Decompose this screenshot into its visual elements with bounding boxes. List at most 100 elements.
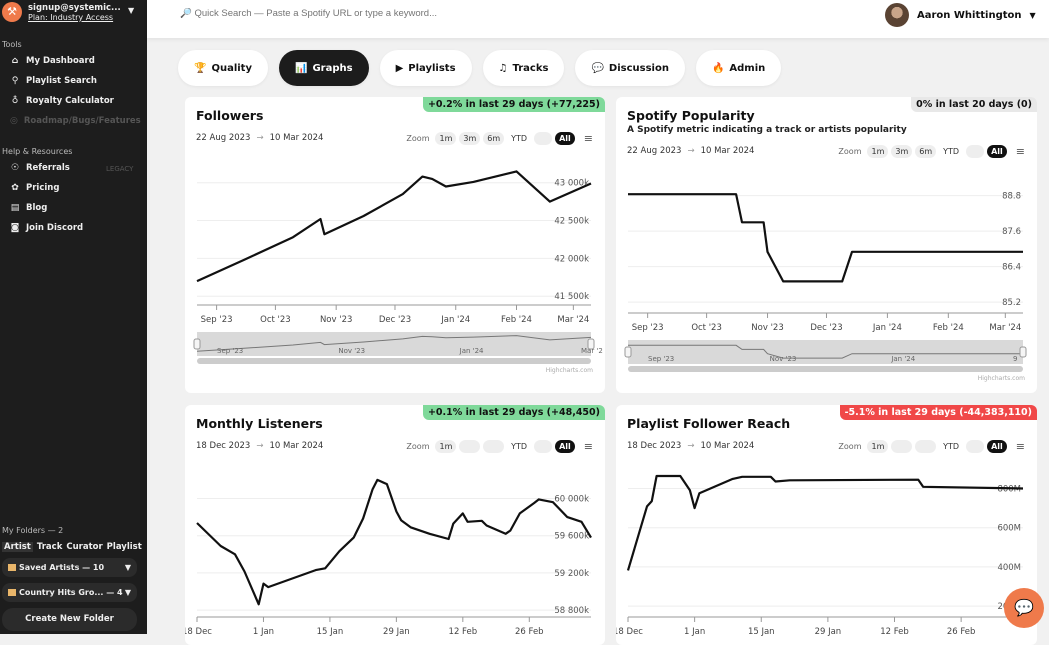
folder-country-hits[interactable]: Country Hits Gro... — 4 ▼	[2, 583, 137, 602]
zoom-ytd-button[interactable]: YTD	[511, 134, 528, 143]
zoom-1m-button[interactable]: 1m	[435, 440, 457, 453]
zoom-ytd-button[interactable]: YTD	[943, 442, 960, 451]
zoom-1m-button[interactable]: 1m	[867, 145, 889, 158]
zoom-all-button[interactable]: All	[555, 440, 575, 453]
chart-menu-icon[interactable]: ≡	[583, 440, 593, 453]
zoom-label: Zoom	[838, 147, 862, 156]
caret-down-icon[interactable]: ▼	[124, 563, 131, 572]
arrow-right-icon: →	[687, 146, 695, 156]
scrollbar[interactable]	[197, 358, 591, 364]
y-tick-label: 85.2	[1002, 298, 1021, 308]
zoom-3m-button[interactable]: 3m	[891, 145, 913, 158]
create-folder-button[interactable]: Create New Folder	[2, 608, 137, 631]
chart-menu-icon[interactable]: ≡	[1015, 440, 1025, 453]
sidebar-item-referrals[interactable]: ☉ Referrals	[10, 163, 140, 173]
navigator-handle[interactable]	[587, 338, 595, 350]
tab-admin[interactable]: 🔥 Admin	[695, 50, 782, 86]
series-line	[626, 474, 1024, 571]
x-tick-label: 29 Jan	[383, 627, 410, 637]
graphs-icon: 📊	[294, 62, 308, 74]
caret-down-icon[interactable]: ▼	[128, 6, 135, 15]
date-range: 18 Dec 2023 → 10 Mar 2024	[627, 441, 754, 451]
user-menu[interactable]: Aaron Whittington ▼	[885, 3, 1036, 27]
caret-down-icon[interactable]: ▼	[124, 588, 131, 597]
chat-button[interactable]: 💬	[1004, 588, 1044, 628]
y-tick-label: 42 500k	[554, 217, 589, 227]
highcharts-credit[interactable]: Highcharts.com	[977, 375, 1025, 382]
zoom-1m-button[interactable]: 1m	[435, 132, 457, 145]
x-tick-label: Nov '23	[751, 323, 783, 333]
tab-label: Playlists	[408, 62, 456, 74]
navigator[interactable]	[197, 332, 591, 356]
range-start: 22 Aug 2023	[196, 133, 251, 143]
sidebar-item-royalty-calculator[interactable]: ♁ Royalty Calculator	[10, 96, 140, 106]
zoom-ytd-button[interactable]: YTD	[943, 147, 960, 156]
x-tick-label: Oct '23	[691, 323, 722, 333]
chart-menu-icon[interactable]: ≡	[1015, 145, 1025, 158]
zoom-label: Zoom	[406, 134, 430, 143]
tab-label: Tracks	[512, 62, 549, 74]
y-tick-label: 86.4	[1002, 263, 1021, 273]
x-tick-label: Oct '23	[260, 315, 291, 325]
tab-discussion[interactable]: 💬 Discussion	[575, 50, 685, 86]
range-end: 10 Mar 2024	[269, 441, 324, 451]
zoom-6m-button[interactable]: 6m	[915, 145, 937, 158]
tab-quality[interactable]: 🏆 Quality	[178, 50, 268, 86]
tab-tracks[interactable]: ♫ Tracks	[482, 50, 565, 86]
x-tick-label: Jan '24	[440, 315, 470, 325]
arrow-right-icon: →	[256, 133, 264, 143]
chart-title: Spotify Popularity	[627, 108, 755, 123]
zoom-6m-button[interactable]: 6m	[483, 132, 505, 145]
zoom-ytd-button[interactable]: YTD	[511, 442, 528, 451]
navigator-handle[interactable]	[624, 346, 632, 358]
account-switcher[interactable]: ⚒ signup@systemic... Plan: Industry Acce…	[0, 0, 147, 36]
navigator-handle[interactable]	[1019, 346, 1027, 358]
sidebar-item-blog[interactable]: ▤ Blog	[10, 203, 140, 213]
series-line	[196, 170, 592, 283]
sidebar-item-roadmap-bugs-features[interactable]: ◎ Roadmap/Bugs/Features	[10, 116, 141, 126]
sidebar-item-pricing[interactable]: ✿ Pricing	[10, 183, 140, 193]
plan-link[interactable]: Plan: Industry Access	[28, 13, 114, 22]
money-bag-icon: ♁	[11, 96, 19, 106]
zoom-1m-button[interactable]: 1m	[867, 440, 889, 453]
folder-icon	[8, 564, 16, 571]
folder-tab-track[interactable]: Track	[36, 542, 63, 552]
highcharts-credit[interactable]: Highcharts.com	[545, 367, 593, 374]
tab-playlists[interactable]: ▶ Playlists	[379, 50, 472, 86]
zoom-controls: Zoom 1m 3m 6m YTD 1y All ≡	[406, 132, 593, 145]
sidebar-item-my-dashboard[interactable]: ⌂ My Dashboard	[10, 56, 140, 66]
chart-menu-icon[interactable]: ≡	[583, 132, 593, 145]
sidebar-item-playlist-search[interactable]: ⚲ Playlist Search	[10, 76, 140, 86]
sidebar: ⚒ signup@systemic... Plan: Industry Acce…	[0, 0, 147, 634]
y-tick-label: 41 500k	[554, 292, 589, 302]
folder-tab-curator[interactable]: Curator	[66, 542, 103, 552]
x-tick-label: 26 Feb	[515, 627, 544, 637]
navigator-handle[interactable]	[193, 338, 201, 350]
sidebar-item-join-discord[interactable]: ◙ Join Discord	[10, 223, 140, 233]
zoom-3m-button[interactable]: 3m	[459, 132, 481, 145]
tab-graphs[interactable]: 📊 Graphs	[278, 50, 369, 86]
zoom-all-button[interactable]: All	[987, 145, 1007, 158]
y-tick-label: 59 200k	[554, 569, 589, 579]
change-badge: +0.2% in last 29 days (+77,225)	[422, 97, 605, 112]
scrollbar[interactable]	[628, 366, 1023, 372]
navigator[interactable]	[628, 340, 1023, 364]
zoom-all-button[interactable]: All	[987, 440, 1007, 453]
quick-search-input[interactable]	[180, 8, 580, 19]
folder-saved-artists[interactable]: Saved Artists — 10 ▼	[2, 558, 137, 577]
x-tick-label: Dec '23	[379, 315, 411, 325]
zoom-1y-button: 1y	[534, 132, 553, 145]
discussion-icon: 💬	[591, 62, 604, 74]
x-tick-label: Mar '24	[557, 315, 589, 325]
x-tick-label: Mar '24	[989, 323, 1021, 333]
top-bar: Aaron Whittington ▼	[147, 0, 1049, 38]
folder-tab-artist[interactable]: Artist	[2, 542, 33, 552]
x-tick-label: 1 Jan	[253, 627, 274, 637]
x-tick-label: 1 Jan	[684, 627, 705, 637]
x-tick-label: Sep '23	[632, 323, 664, 333]
zoom-all-button[interactable]: All	[555, 132, 575, 145]
folder-tab-playlist[interactable]: Playlist	[106, 542, 142, 552]
chart-card-reach: Playlist Follower Reach -5.1% in last 29 …	[616, 405, 1037, 645]
navigator-label: Nov '23	[338, 347, 365, 355]
range-start: 18 Dec 2023	[627, 441, 682, 451]
